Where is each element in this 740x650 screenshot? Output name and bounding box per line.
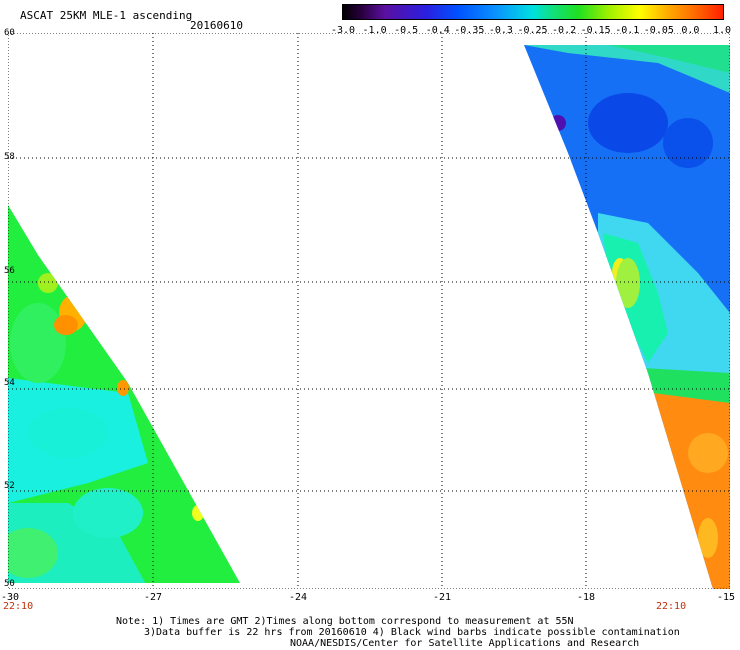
lon-tick-21w: -21 xyxy=(432,592,452,603)
swath-right xyxy=(524,45,730,589)
swath-left xyxy=(8,205,240,583)
map-date: 20160610 xyxy=(190,19,243,32)
colorbar-label: -0.5 xyxy=(394,25,419,36)
lon-tick-24w: -24 xyxy=(288,592,308,603)
lat-tick-60: 60 xyxy=(4,28,15,38)
graticule xyxy=(8,33,730,589)
lon-tick-18w: -18 xyxy=(576,592,596,603)
lat-tick-52: 52 xyxy=(4,481,15,491)
colorbar-label: 1.0 xyxy=(712,25,732,36)
lon-tick-27w: -27 xyxy=(143,592,163,603)
colorbar-label: -0.15 xyxy=(580,25,611,36)
colorbar-label: -0.35 xyxy=(454,25,485,36)
note-line-3: NOAA/NESDIS/Center for Satellite Applica… xyxy=(290,638,640,649)
lat-tick-50: 50 xyxy=(4,579,15,589)
note-line-2: 3)Data buffer is 22 hrs from 20160610 4)… xyxy=(144,627,680,638)
colorbar-label: -0.2 xyxy=(552,25,577,36)
lat-tick-56: 56 xyxy=(4,266,15,276)
colorbar-label: -0.4 xyxy=(425,25,450,36)
colorbar-label: -0.05 xyxy=(643,25,674,36)
colorbar xyxy=(342,4,724,20)
lon-tick-30w: -30 xyxy=(0,592,20,603)
time-label-right: 22:10 xyxy=(656,601,687,612)
map-title: ASCAT 25KM MLE-1 ascending xyxy=(20,9,193,22)
swath-right-detail xyxy=(524,45,730,589)
lat-tick-54: 54 xyxy=(4,378,15,388)
lat-tick-58: 58 xyxy=(4,152,15,162)
lon-tick-15w: -15 xyxy=(716,592,736,603)
colorbar-label: -3.0 xyxy=(330,25,356,36)
note-line-1: Note: 1) Times are GMT 2)Times along bot… xyxy=(116,616,574,627)
swath-map xyxy=(8,33,730,589)
colorbar-label: 0.0 xyxy=(681,25,700,36)
swath-left-cyan-band xyxy=(8,303,148,583)
colorbar-label: -0.25 xyxy=(517,25,548,36)
colorbar-label: -1.0 xyxy=(362,25,387,36)
colorbar-label: -0.3 xyxy=(488,25,513,36)
colorbar-label: -0.1 xyxy=(615,25,640,36)
time-label-left: 22:10 xyxy=(3,601,34,612)
